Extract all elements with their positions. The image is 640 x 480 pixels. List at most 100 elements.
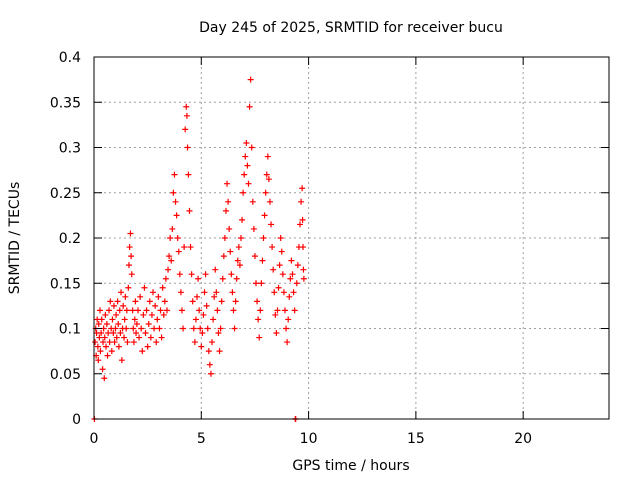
data-point	[217, 325, 224, 332]
data-point	[264, 153, 271, 160]
data-point	[111, 339, 118, 346]
data-point	[254, 298, 261, 305]
x-tick-label: 20	[514, 431, 532, 447]
data-point	[199, 330, 206, 337]
data-point	[274, 307, 281, 314]
y-tick-label: 0.4	[59, 50, 81, 66]
data-point	[268, 221, 275, 228]
data-point	[266, 198, 273, 205]
data-point	[121, 316, 128, 323]
data-point	[212, 266, 219, 273]
data-point	[250, 225, 257, 232]
data-point	[99, 366, 106, 373]
data-point	[182, 126, 189, 133]
data-point	[113, 334, 120, 341]
data-point	[288, 257, 295, 264]
data-point	[147, 334, 154, 341]
data-point	[161, 298, 168, 305]
data-point	[173, 212, 180, 219]
data-point	[118, 357, 125, 364]
data-point	[110, 330, 117, 337]
data-point	[285, 316, 292, 323]
data-point	[181, 244, 188, 251]
data-point	[261, 212, 268, 219]
data-point	[116, 307, 123, 314]
data-point	[170, 189, 177, 196]
data-point	[165, 266, 172, 273]
data-point	[167, 235, 174, 241]
data-point	[95, 357, 102, 364]
data-point	[109, 316, 116, 323]
data-point	[162, 275, 169, 282]
data-point	[158, 334, 165, 341]
data-point	[133, 330, 140, 337]
data-point	[270, 266, 277, 273]
data-point	[115, 320, 122, 327]
data-point	[183, 112, 190, 119]
data-point	[178, 307, 185, 314]
data-point	[169, 225, 176, 232]
y-tick-label: 0.25	[50, 186, 81, 202]
data-point	[125, 262, 132, 269]
chart-title: Day 245 of 2025, SRMTID for receiver buc…	[199, 20, 503, 36]
data-point	[94, 343, 101, 350]
data-point	[245, 180, 252, 187]
data-point	[132, 298, 139, 305]
data-point	[213, 289, 220, 296]
data-point	[97, 348, 104, 355]
data-point	[101, 334, 108, 341]
data-point	[117, 330, 124, 337]
x-tick-label: 10	[300, 431, 318, 447]
data-point	[101, 375, 108, 382]
data-point	[222, 207, 229, 214]
data-point	[188, 271, 195, 278]
data-point	[114, 298, 121, 305]
data-point	[299, 216, 306, 223]
data-point	[220, 253, 227, 260]
data-point	[187, 244, 194, 251]
data-point	[205, 348, 212, 355]
data-point	[124, 339, 131, 346]
data-point	[190, 325, 197, 332]
data-point	[201, 289, 208, 296]
data-point	[260, 235, 267, 241]
data-point	[113, 311, 120, 318]
data-point	[128, 253, 135, 260]
data-point	[183, 103, 190, 110]
data-point	[142, 330, 149, 337]
data-point	[291, 307, 298, 314]
data-point	[280, 289, 287, 296]
data-point	[104, 352, 111, 359]
x-tick-label: 0	[90, 431, 99, 447]
data-point	[257, 307, 264, 314]
data-point	[294, 262, 301, 269]
data-point	[186, 207, 193, 214]
data-point	[286, 293, 293, 300]
data-point	[137, 293, 144, 300]
y-tick-label: 0.1	[59, 322, 81, 338]
data-point	[175, 248, 182, 255]
data-point	[298, 198, 305, 205]
data-point	[300, 275, 307, 282]
data-point	[138, 325, 145, 332]
data-point	[216, 348, 223, 355]
data-point	[244, 162, 251, 169]
data-point	[152, 302, 159, 309]
y-axis-label: SRMTID / TECUs	[7, 182, 23, 295]
data-point	[272, 311, 279, 318]
data-point	[242, 153, 249, 160]
y-tick-label: 0.05	[50, 367, 81, 383]
y-tick-label: 0.2	[59, 231, 81, 247]
y-tick-label: 0.35	[50, 95, 81, 111]
data-point	[174, 235, 181, 241]
data-point	[139, 348, 146, 355]
data-point	[226, 225, 233, 232]
data-point	[278, 248, 285, 255]
data-point	[171, 171, 178, 178]
data-point	[239, 216, 246, 223]
data-point	[110, 302, 117, 309]
data-point	[259, 257, 266, 264]
data-point	[269, 244, 276, 251]
data-point	[185, 171, 192, 178]
